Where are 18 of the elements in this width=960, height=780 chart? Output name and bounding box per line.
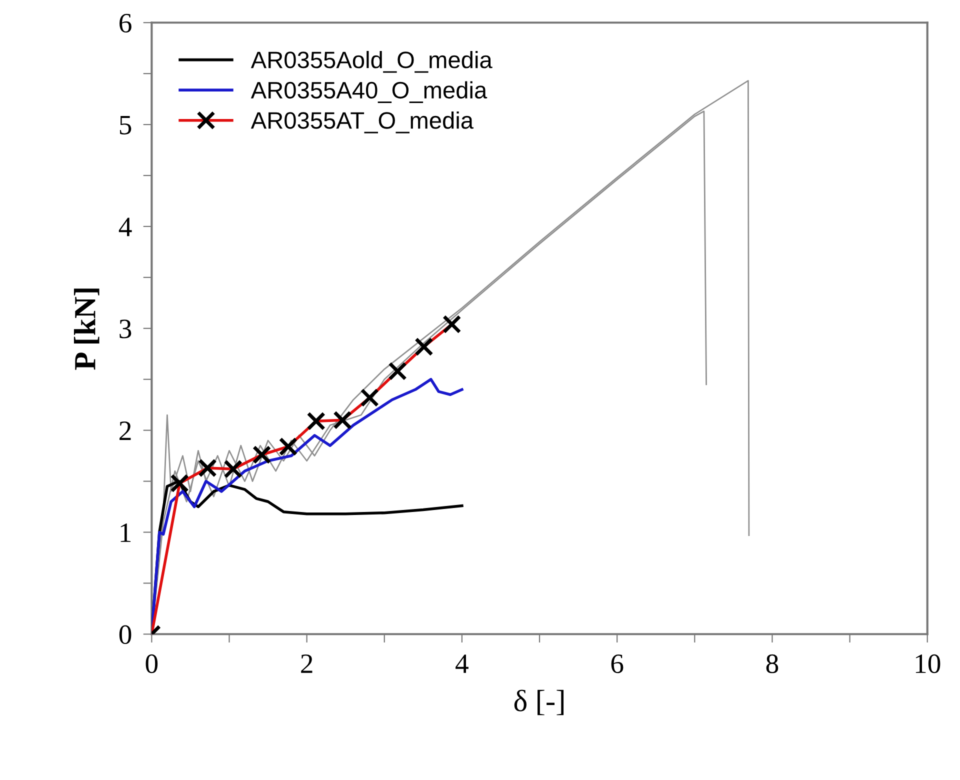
legend-label: AR0355Aold_O_media [250, 50, 492, 73]
x-tick-label: 0 [146, 654, 158, 674]
x-tick-label: 8 [766, 654, 778, 674]
y-tick-label: 2 [120, 422, 131, 440]
legend-label: AR0355AT_O_media [250, 112, 474, 134]
x-tick-label: 6 [611, 654, 624, 674]
y-tick-label: 6 [120, 14, 132, 33]
legend-label: AR0355A40_O_media [250, 81, 488, 104]
y-tick-label: 3 [120, 320, 132, 338]
x-tick-label: 10 [916, 654, 940, 674]
x-axis-title: δ [-] [514, 690, 564, 716]
y-tick-label: 1 [120, 524, 131, 542]
x-tick-label: 2 [301, 654, 312, 673]
x-tick-label: 4 [456, 654, 468, 673]
y-tick-label: 5 [120, 116, 132, 134]
y-axis-title: P [kN] [74, 288, 100, 370]
y-tick-label: 4 [118, 218, 132, 236]
y-tick-label: 0 [119, 625, 132, 644]
